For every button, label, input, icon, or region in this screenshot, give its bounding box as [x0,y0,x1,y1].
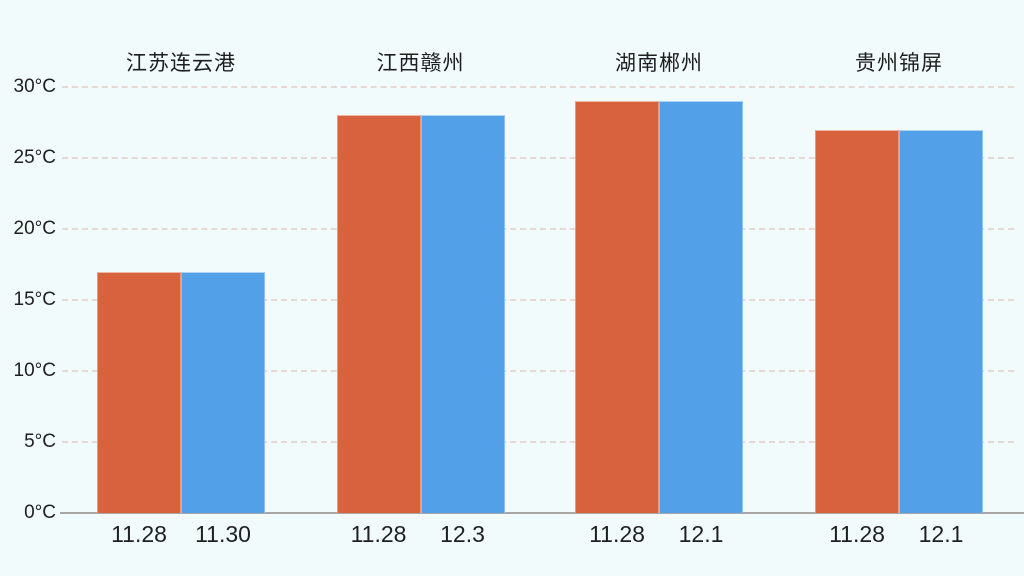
horizontal-gridline [62,370,1014,372]
horizontal-gridline [62,86,1014,88]
x-axis-date-label: 12.3 [440,521,485,547]
x-axis-date-label: 12.1 [918,521,964,547]
city-label: 江西赣州 [376,52,465,75]
x-axis-date-label: 12.1 [678,521,724,547]
city-label: 湖南郴州 [615,52,703,75]
y-axis-tick-label: 20°C [13,218,56,239]
x-axis-date-label: 11.30 [195,521,251,547]
temperature-bar [420,115,505,513]
temperature-bar [899,129,983,513]
y-axis-tick-label: 25°C [13,147,56,168]
temperature-bar [815,129,899,513]
temperature-bar [336,115,421,513]
temperature-bar [181,271,265,513]
temperature-bar [97,271,181,513]
horizontal-gridline [62,157,1014,159]
y-axis-tick-label: 0°C [24,502,56,523]
y-axis-tick-label: 10°C [13,360,56,381]
city-label: 江苏连云港 [126,52,236,75]
x-axis-baseline [60,512,1024,514]
temperature-bar [659,101,743,513]
y-axis-tick-label: 5°C [24,431,56,452]
y-axis-tick-label: 15°C [13,289,56,310]
y-axis-tick-label: 30°C [13,76,56,97]
city-label: 贵州锦屏 [855,52,943,75]
horizontal-gridline [62,299,1014,301]
x-axis-date-label: 11.28 [111,521,167,547]
x-axis-date-label: 11.28 [829,521,885,547]
x-axis-date-label: 11.28 [350,521,407,547]
horizontal-gridline [62,441,1014,443]
temperature-bar [575,101,659,513]
x-axis-date-label: 11.28 [589,521,645,547]
horizontal-gridline [62,228,1014,230]
